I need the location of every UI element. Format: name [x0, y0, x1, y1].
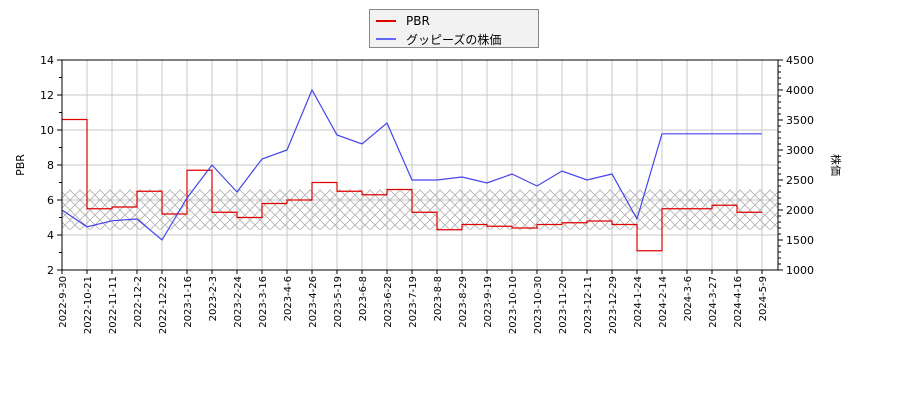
svg-text:2024-5-9: 2024-5-9: [758, 276, 769, 321]
svg-text:2023-5-19: 2023-5-19: [333, 276, 344, 328]
svg-text:2024-3-6: 2024-3-6: [683, 276, 694, 321]
svg-text:2023-6-28: 2023-6-28: [383, 276, 394, 328]
chart-legend: PBR グッピーズの株価: [369, 9, 539, 48]
legend-label-price: グッピーズの株価: [406, 32, 502, 47]
svg-text:2023-8-29: 2023-8-29: [458, 276, 469, 328]
svg-text:10: 10: [40, 124, 54, 137]
svg-text:2023-11-20: 2023-11-20: [558, 276, 569, 334]
legend-item-price: グッピーズの株価: [376, 31, 501, 47]
svg-text:1000: 1000: [786, 264, 814, 277]
svg-text:2023-12-11: 2023-12-11: [583, 276, 594, 334]
pbr-range-band: [62, 189, 778, 230]
svg-text:14: 14: [40, 54, 54, 67]
price-line: [62, 88, 762, 241]
svg-text:2022-12-22: 2022-12-22: [158, 276, 169, 334]
svg-text:2023-3-16: 2023-3-16: [258, 276, 269, 328]
svg-text:2023-2-3: 2023-2-3: [208, 276, 219, 321]
svg-text:2022-11-11: 2022-11-11: [108, 276, 119, 334]
pbr-swatch-icon: [376, 20, 396, 22]
left-y-axis: 14 12 10 8 6 4 2: [40, 54, 62, 277]
svg-text:2023-4-6: 2023-4-6: [283, 276, 294, 321]
svg-text:4: 4: [47, 229, 54, 242]
svg-text:2024-3-27: 2024-3-27: [708, 276, 719, 328]
svg-text:12: 12: [40, 89, 54, 102]
legend-label-pbr: PBR: [406, 14, 430, 28]
svg-text:2023-6-8: 2023-6-8: [358, 276, 369, 321]
svg-text:2022-9-30: 2022-9-30: [58, 276, 69, 328]
svg-text:2: 2: [47, 264, 54, 277]
svg-text:4000: 4000: [786, 84, 814, 97]
svg-text:2000: 2000: [786, 204, 814, 217]
svg-text:2022-12-2: 2022-12-2: [133, 276, 144, 328]
svg-text:2500: 2500: [786, 174, 814, 187]
svg-text:2022-10-21: 2022-10-21: [83, 276, 94, 334]
left-axis-title: PBR: [14, 154, 27, 176]
svg-text:8: 8: [47, 159, 54, 172]
price-swatch-icon: [376, 38, 396, 40]
svg-text:2023-9-19: 2023-9-19: [483, 276, 494, 328]
svg-text:2023-10-10: 2023-10-10: [508, 276, 519, 334]
svg-text:2024-2-14: 2024-2-14: [658, 276, 669, 328]
legend-item-pbr: PBR: [376, 13, 430, 29]
svg-text:2023-4-26: 2023-4-26: [308, 276, 319, 328]
svg-text:2023-2-24: 2023-2-24: [233, 276, 244, 328]
svg-text:2023-7-19: 2023-7-19: [408, 276, 419, 328]
svg-text:2023-10-30: 2023-10-30: [533, 276, 544, 334]
svg-text:3500: 3500: [786, 114, 814, 127]
svg-text:4500: 4500: [786, 54, 814, 67]
right-axis-title: 株価: [829, 154, 843, 176]
x-axis: 2022-9-30 2022-10-21 2022-11-11 2022-12-2 20…: [58, 270, 769, 334]
pbr-line: [62, 118, 762, 252]
right-y-axis: 4500 4000 3500 3000 2500 2000 1500 1000: [778, 54, 814, 277]
svg-text:2023-8-8: 2023-8-8: [433, 276, 444, 321]
svg-text:1500: 1500: [786, 234, 814, 247]
grid-lines: [61, 59, 778, 271]
svg-text:2023-12-29: 2023-12-29: [608, 276, 619, 334]
svg-text:2024-1-24: 2024-1-24: [633, 276, 644, 328]
svg-text:6: 6: [47, 194, 54, 207]
svg-text:2023-1-16: 2023-1-16: [183, 276, 194, 328]
svg-text:2024-4-16: 2024-4-16: [733, 276, 744, 328]
svg-text:3000: 3000: [786, 144, 814, 157]
